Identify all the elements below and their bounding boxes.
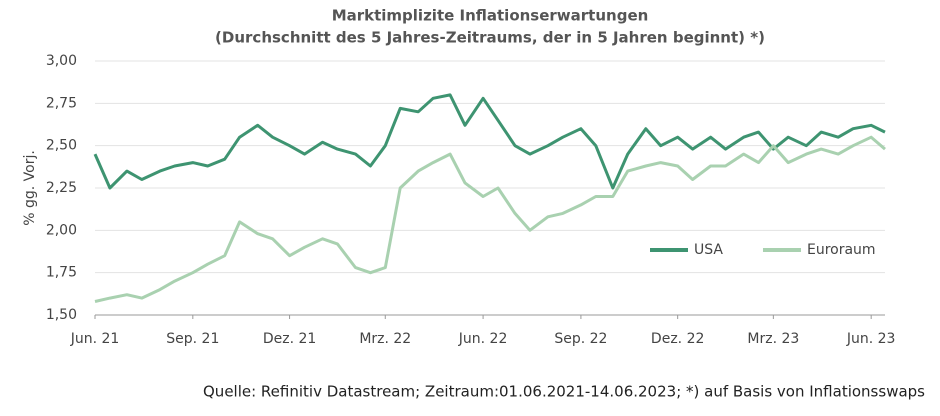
x-tick-label: Jun. 23 (846, 331, 896, 347)
source-note: Quelle: Refinitiv Datastream; Zeitraum:0… (203, 383, 925, 401)
x-tick-label: Jun. 21 (70, 331, 120, 347)
x-tick-label: Mrz. 23 (747, 331, 799, 347)
x-tick-label: Sep. 22 (554, 331, 607, 347)
series-line (93, 93, 886, 190)
y-tick-label: 2,00 (46, 222, 77, 238)
y-tick-label: 2,75 (46, 95, 77, 111)
legend-label: Euroraum (807, 242, 876, 258)
x-tick-label: Dez. 22 (651, 331, 704, 347)
y-tick-label: 1,50 (46, 307, 77, 323)
y-tick-label: 2,50 (46, 138, 77, 154)
x-tick-label: Dez. 21 (263, 331, 316, 347)
y-tick-label: 2,25 (46, 180, 77, 196)
y-axis-label: % gg. Vorj. (22, 150, 38, 226)
y-tick-label: 3,00 (46, 53, 77, 69)
chart-title: Marktimplizite Inflationserwartungen (332, 7, 649, 25)
chart-subtitle: (Durchschnitt des 5 Jahres-Zeitraums, de… (215, 29, 765, 47)
x-tick-label: Jun. 22 (458, 331, 508, 347)
x-tick-label: Mrz. 22 (359, 331, 411, 347)
legend-label: USA (694, 242, 723, 258)
series-line (94, 135, 886, 303)
x-tick-label: Sep. 21 (166, 331, 219, 347)
y-tick-label: 1,75 (46, 265, 77, 281)
